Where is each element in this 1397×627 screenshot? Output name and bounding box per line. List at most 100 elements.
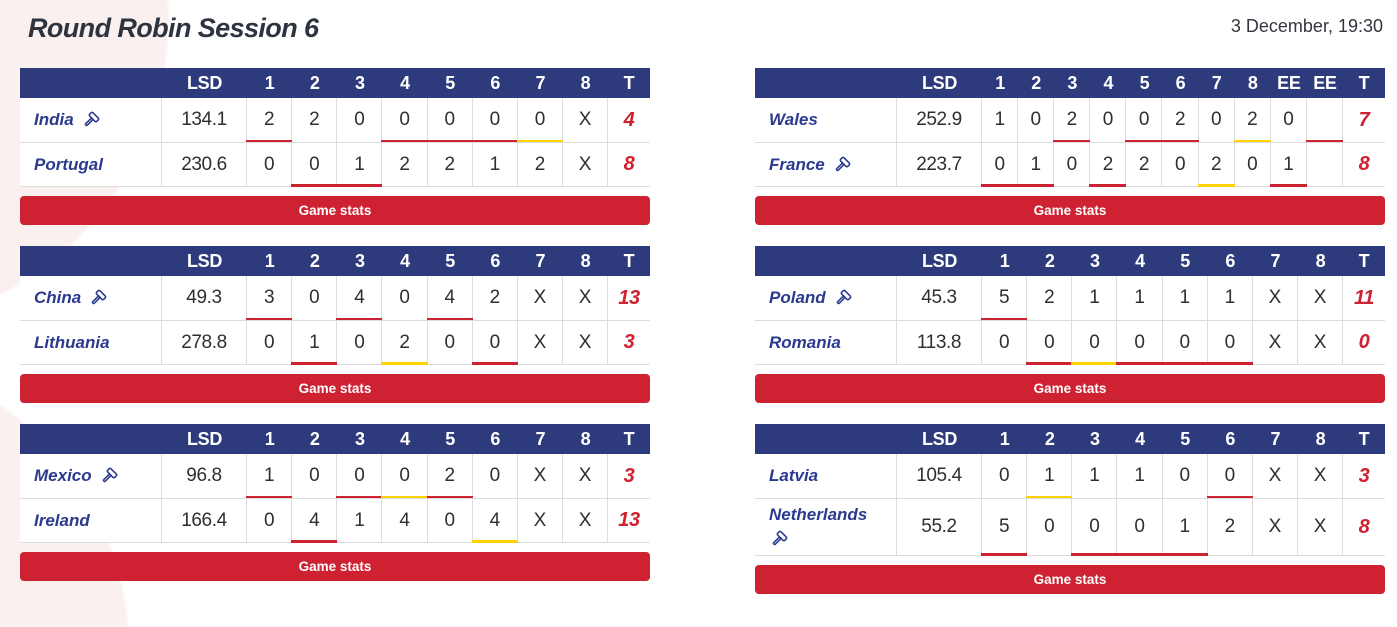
column-header-end: 1 xyxy=(982,424,1028,454)
end-score: 2 xyxy=(1053,98,1091,143)
end-score: 0 xyxy=(247,320,293,364)
hammer-icon xyxy=(81,110,101,130)
end-score: 0 xyxy=(1206,320,1253,365)
team-name-label: Lithuania xyxy=(34,332,110,352)
end-score: X xyxy=(562,98,608,142)
end-score: 0 xyxy=(1162,142,1199,186)
team-name-label: Mexico xyxy=(34,466,92,485)
end-score: 2 xyxy=(292,98,338,142)
column-header-end: 3 xyxy=(337,246,383,276)
hammer-underline-red xyxy=(471,140,518,143)
end-score: X xyxy=(517,498,563,542)
column-header-end: 1 xyxy=(247,68,293,98)
column-header-end: 7 xyxy=(517,246,563,276)
end-score: 0 xyxy=(337,320,383,364)
lsd-value: 223.7 xyxy=(897,142,982,186)
column-header-team xyxy=(20,424,162,454)
hammer-underline-red xyxy=(1017,184,1055,187)
game-card: LSD 1 2 3 4 5 6 7 8 T China 49.3 3 0 4 0 4 2 X X 13 Lithuania… xyxy=(20,246,650,403)
game-stats-button[interactable]: Game stats xyxy=(755,196,1385,225)
column-header-total: T xyxy=(608,424,650,454)
end-score: 0 xyxy=(336,454,383,499)
hammer-underline-red xyxy=(471,362,518,365)
team-name: Wales xyxy=(755,98,897,142)
end-score: 0 xyxy=(291,142,338,187)
game-stats-button[interactable]: Game stats xyxy=(755,565,1385,594)
end-score: 2 xyxy=(427,142,473,186)
total-score: 3 xyxy=(1343,454,1385,498)
total-score: 3 xyxy=(608,454,650,498)
lsd-value: 55.2 xyxy=(897,498,982,555)
end-score: 0 xyxy=(1270,98,1307,142)
end-score: 1 xyxy=(1207,276,1253,320)
game-card: LSD 1 2 3 4 5 6 7 8 T Latvia 105.4 0 1 1 1 0 0 X X 3 Netherla… xyxy=(755,424,1385,594)
end-score: 0 xyxy=(381,98,428,143)
column-header-end: 3 xyxy=(337,424,383,454)
column-header-end: 7 xyxy=(1198,68,1235,98)
column-header-end: 4 xyxy=(382,424,428,454)
column-header-end: 3 xyxy=(1054,68,1091,98)
column-header-end: 8 xyxy=(1297,246,1343,276)
hammer-underline-red xyxy=(1089,184,1127,187)
lsd-value: 166.4 xyxy=(162,498,247,542)
end-score: 0 xyxy=(982,320,1028,364)
total-score: 11 xyxy=(1343,276,1385,320)
hammer-underline-red xyxy=(1026,362,1073,365)
hammer-underline-red xyxy=(1305,140,1343,143)
game-stats-button[interactable]: Game stats xyxy=(755,374,1385,403)
column-header-end: 2 xyxy=(292,246,338,276)
column-header-end: 1 xyxy=(247,424,293,454)
end-score: X xyxy=(1252,454,1298,498)
team-name: Ireland xyxy=(20,498,162,542)
lsd-value: 113.8 xyxy=(897,320,982,364)
end-score: 1 xyxy=(337,498,383,542)
column-header-end: 5 xyxy=(427,68,473,98)
end-score: 0 xyxy=(337,98,383,142)
end-score: 5 xyxy=(981,276,1028,321)
game-stats-button[interactable]: Game stats xyxy=(20,196,650,225)
hammer-underline-red xyxy=(426,318,473,321)
column-header-end: EE xyxy=(1306,68,1343,98)
end-score: 2 xyxy=(1161,98,1199,143)
end-score: 0 xyxy=(472,454,518,498)
team-name-label: Wales xyxy=(769,110,818,129)
hammer-underline-red xyxy=(1206,496,1253,499)
hammer-underline-red xyxy=(426,140,473,143)
lsd-value: 278.8 xyxy=(162,320,247,364)
column-header-team xyxy=(755,246,897,276)
column-header-total: T xyxy=(1342,68,1385,98)
end-score: 1 xyxy=(1269,142,1307,187)
end-score: X xyxy=(1297,454,1343,498)
team-name: India xyxy=(20,98,162,142)
hammer-underline-red xyxy=(981,184,1019,187)
end-score: 4 xyxy=(426,276,473,321)
end-score: 0 xyxy=(1116,320,1163,365)
end-score: 4 xyxy=(382,498,428,542)
game-stats-button[interactable]: Game stats xyxy=(20,374,650,403)
end-score: 0 xyxy=(1018,98,1055,142)
hammer-underline-red xyxy=(1116,362,1163,365)
team-name-label: India xyxy=(34,110,74,129)
column-header-team xyxy=(755,68,897,98)
end-score: 0 xyxy=(471,320,518,365)
end-score: 0 xyxy=(1206,454,1253,499)
end-score: 0 xyxy=(1198,98,1235,142)
game-stats-button[interactable]: Game stats xyxy=(20,552,650,581)
column-header-end: 6 xyxy=(1207,246,1253,276)
scoreboard-table: LSD 1 2 3 4 5 6 7 8 T Poland 45.3 5 2 1 1 1 1 X X 11 Romania 1… xyxy=(755,246,1385,365)
end-score: 5 xyxy=(981,498,1028,556)
game-card: LSD 1 2 3 4 5 6 7 8 T Mexico 96.8 1 0 0 0 2 0 X X 3 Ireland 16… xyxy=(20,424,650,581)
end-score: 1 xyxy=(1161,498,1208,556)
column-header-lsd: LSD xyxy=(162,68,247,98)
column-header-end: 2 xyxy=(1018,68,1055,98)
end-score: 2 xyxy=(381,320,428,365)
column-header-end: 8 xyxy=(1297,424,1343,454)
column-header-end: 4 xyxy=(1090,68,1127,98)
column-header-end: 5 xyxy=(1162,246,1208,276)
hammer-icon xyxy=(88,288,108,308)
hammer-underline-red xyxy=(381,140,428,143)
end-score: X xyxy=(1252,276,1298,320)
column-header-end: 7 xyxy=(1252,424,1298,454)
end-score: X xyxy=(1297,498,1343,555)
column-header-end: 2 xyxy=(292,424,338,454)
